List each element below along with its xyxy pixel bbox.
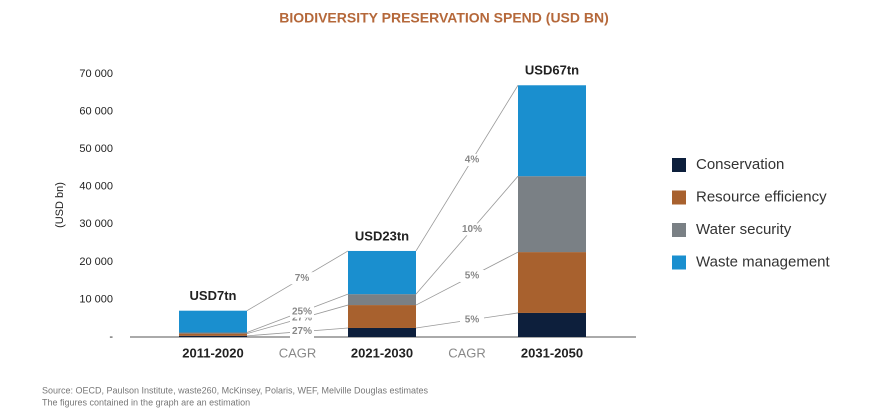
cagr-label: 27% [292,313,312,324]
gap-label: CAGR [279,345,317,360]
legend-label: Conservation [696,156,784,173]
connector-label-bg [290,325,314,338]
bar-segment [518,85,586,177]
bar-segment [348,305,416,328]
bar-segment [179,333,247,336]
gap-label: CAGR [448,345,486,360]
y-tick-label: 30 000 [79,218,113,230]
cagr-label: 5% [465,314,480,325]
cagr-label: 25% [292,306,312,317]
connector-label-bg [290,272,314,285]
bar-segment [348,294,416,306]
connector-label-bg [460,313,484,326]
total-label: USD23tn [355,228,409,243]
total-label: USD67tn [525,63,579,78]
y-axis-label: (USD bn) [54,182,66,228]
x-tick-label: 2011-2020 [182,345,243,360]
legend-swatch [672,223,686,237]
cagr-label: 7% [295,273,310,284]
cagr-label: 10% [462,224,482,235]
legend-label: Water security [696,221,792,238]
bar-segment [348,327,416,337]
bar-segment [179,335,247,337]
connector-label-bg [290,305,314,318]
y-tick-label: - [109,331,113,343]
cagr-label: 5% [465,271,480,282]
source: Source: OECD, Paulson Institute, waste26… [42,385,428,395]
chart-title: BIODIVERSITY PRESERVATION SPEND (USD BN) [279,10,609,26]
bar-segment [518,252,586,313]
y-tick-label: 70 000 [79,68,113,80]
connector-label-bg [460,269,484,282]
legend-swatch [672,190,686,205]
connector-label-bg [460,223,484,236]
legend-label: Waste management [696,253,831,270]
bar-segment [179,310,247,333]
note: The figures contained in the graph are a… [42,397,250,407]
y-tick-label: 40 000 [79,181,113,193]
y-tick-label: 50 000 [79,143,113,155]
cagr-label: 4% [465,155,480,166]
bar-segment [348,250,416,295]
total-label: USD7tn [190,288,237,303]
bar-segment [518,312,586,337]
x-tick-label: 2021-2030 [351,345,413,360]
bar-segment [179,332,247,334]
bar-segment [518,176,586,253]
connector [415,85,519,252]
y-tick-label: 60 000 [79,105,113,117]
y-tick-label: 20 000 [79,256,113,268]
cagr-label: 27% [292,326,312,337]
y-tick-label: 10 000 [79,293,113,305]
legend-swatch [672,158,686,172]
legend-label: Resource efficiency [696,188,827,205]
x-tick-label: 2031-2050 [521,345,583,360]
connector-label-bg [460,153,484,166]
legend-swatch [672,255,686,270]
